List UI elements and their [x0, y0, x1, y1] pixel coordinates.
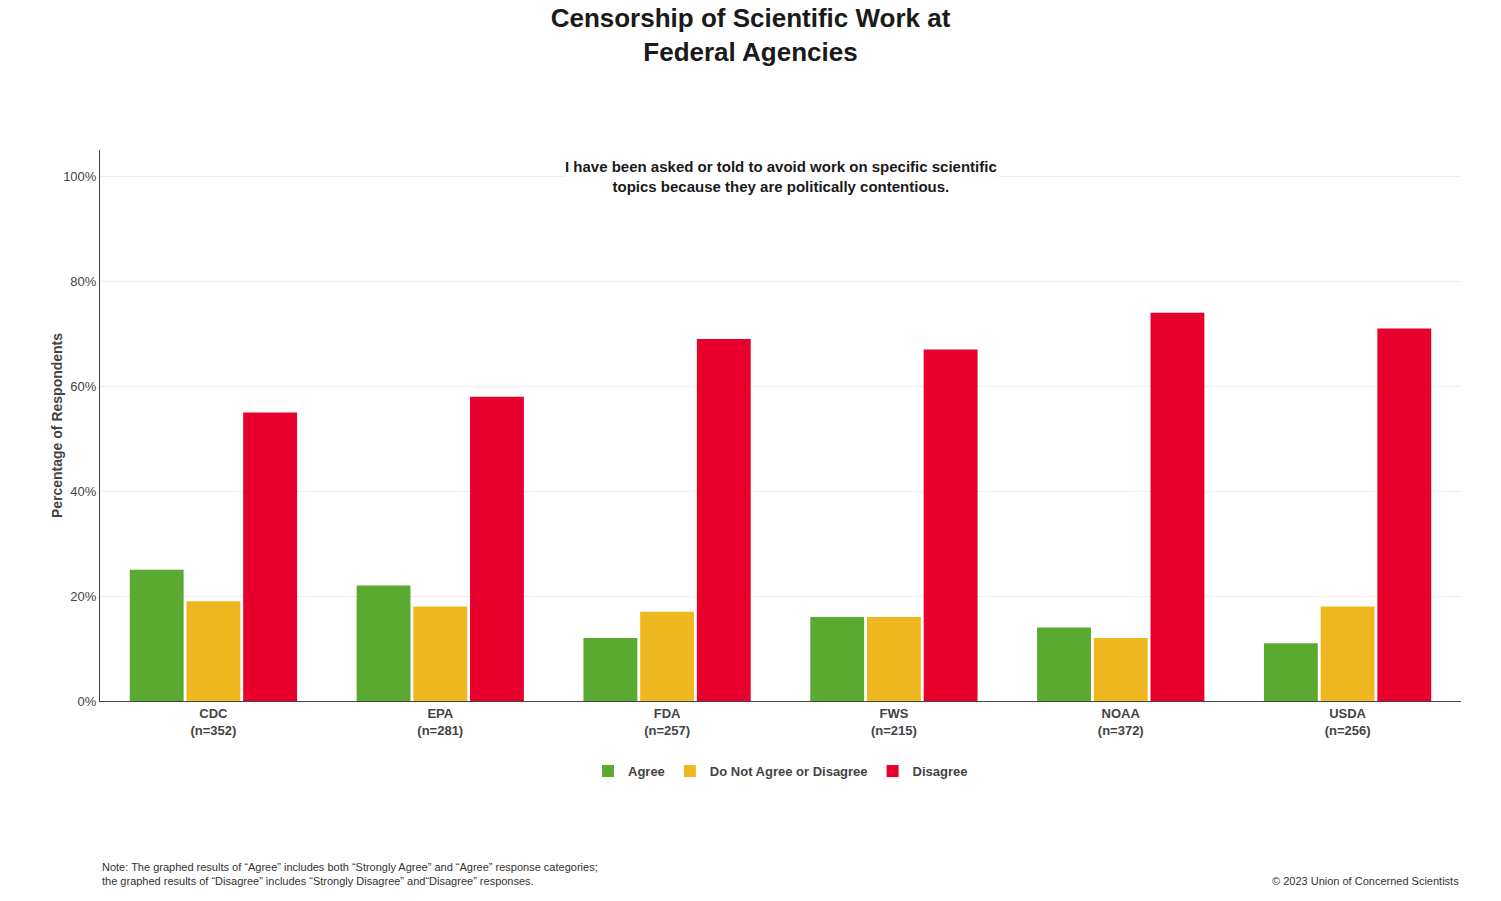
svg-text:FWS(n=215): FWS(n=215) [871, 706, 917, 738]
svg-text:Agree: Agree [628, 764, 665, 779]
svg-text:Censorship of Scientific Work: Censorship of Scientific Work atFederal … [551, 3, 951, 67]
svg-text:USDA(n=256): USDA(n=256) [1325, 706, 1371, 738]
svg-text:40%: 40% [70, 484, 96, 499]
svg-text:FDA(n=257): FDA(n=257) [644, 706, 690, 738]
svg-text:80%: 80% [70, 274, 96, 289]
svg-text:Do Not Agree or Disagree: Do Not Agree or Disagree [710, 764, 868, 779]
svg-text:Disagree: Disagree [913, 764, 968, 779]
svg-text:EPA(n=281): EPA(n=281) [417, 706, 463, 738]
svg-text:Percentage of Respondents: Percentage of Respondents [49, 333, 65, 518]
svg-text:60%: 60% [70, 379, 96, 394]
svg-text:© 2023 Union of Concerned Scie: © 2023 Union of Concerned Scientists [1272, 875, 1459, 887]
svg-text:100%: 100% [63, 169, 97, 184]
svg-text:CDC(n=352): CDC(n=352) [190, 706, 236, 738]
svg-text:0%: 0% [78, 694, 97, 709]
svg-text:NOAA(n=372): NOAA(n=372) [1098, 706, 1144, 738]
svg-text:20%: 20% [70, 589, 96, 604]
svg-text:Note: The graphed results of “: Note: The graphed results of “Agree” inc… [102, 861, 598, 887]
svg-text:I have been asked or told to a: I have been asked or told to avoid work … [565, 158, 997, 195]
